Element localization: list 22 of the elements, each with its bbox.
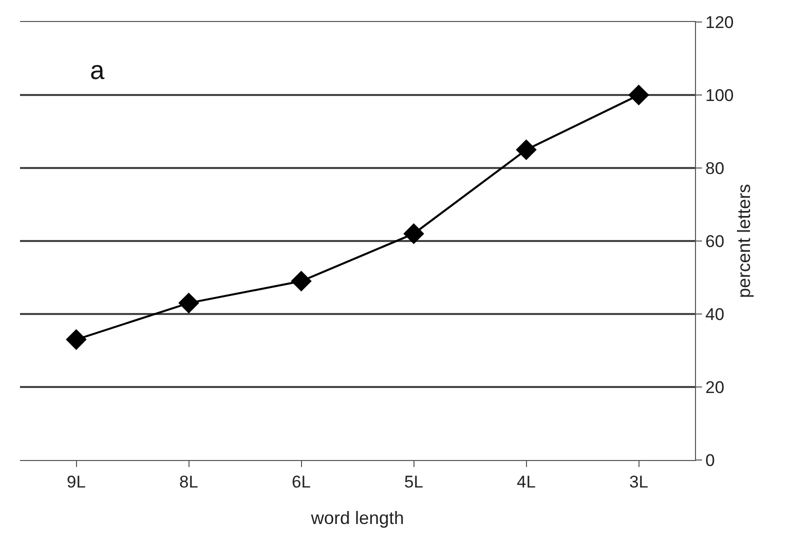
x-axis-title: word length xyxy=(310,508,404,528)
y-axis-title: percent letters xyxy=(734,184,754,298)
point xyxy=(66,329,87,350)
x-tick-label: 6L xyxy=(292,472,311,492)
point xyxy=(516,139,537,160)
annotation: a xyxy=(90,55,105,85)
point xyxy=(628,84,650,106)
x-tick-label: 3L xyxy=(629,472,648,492)
y-tick-label: 80 xyxy=(705,158,724,178)
y-tick-label: 0 xyxy=(705,450,715,470)
point xyxy=(178,292,200,314)
x-tick-label: 8L xyxy=(179,472,198,492)
x-tick-label: 9L xyxy=(66,472,86,492)
y-tick-label: 100 xyxy=(705,86,734,105)
x-tick-label: 5L xyxy=(404,472,424,492)
point xyxy=(290,270,312,292)
y-tick-label: 40 xyxy=(705,304,724,324)
y-tick-label: 20 xyxy=(705,378,724,397)
x-tick-label: 4L xyxy=(516,472,536,492)
y-tick-label: 120 xyxy=(705,12,734,32)
point xyxy=(403,223,424,244)
y-tick-label: 60 xyxy=(705,232,724,251)
